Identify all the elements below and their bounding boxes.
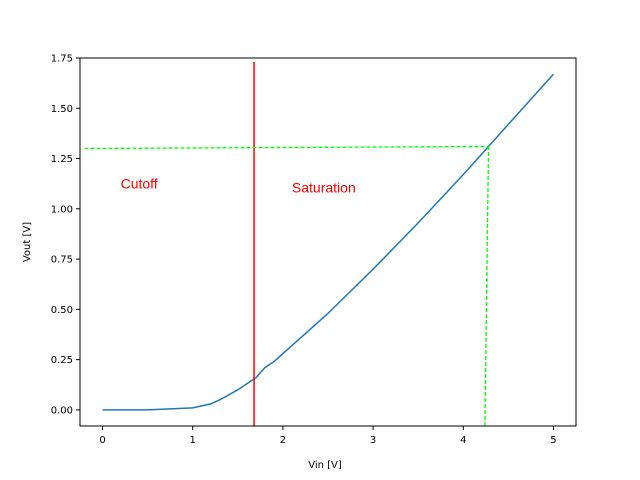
y-tick-label: 0.25 bbox=[51, 355, 73, 366]
plot-frame bbox=[79, 57, 577, 427]
x-axis-label: Vin [V] bbox=[308, 460, 342, 471]
x-tick-label: 3 bbox=[370, 435, 376, 446]
series-line-0 bbox=[102, 73, 555, 411]
y-tick-label: 0.50 bbox=[51, 305, 73, 316]
y-tick-label: 1.25 bbox=[51, 154, 73, 165]
x-tick-label: 1 bbox=[190, 435, 196, 446]
y-tick-label: 1.00 bbox=[51, 204, 73, 215]
x-tick-label: 4 bbox=[460, 435, 466, 446]
x-tick-label: 5 bbox=[550, 435, 556, 446]
guide-line-horizontal bbox=[84, 145, 489, 150]
plot-layer: Cutoff Saturation bbox=[84, 62, 555, 427]
y-tick-label: 1.75 bbox=[51, 54, 73, 65]
annotation-label-0: Cutoff bbox=[121, 176, 158, 192]
y-axis-ticks: 0.00 0.25 0.50 0.75 1.00 1.25 1.50 1.75 bbox=[51, 54, 80, 416]
x-axis-ticks: 0 1 2 3 4 5 bbox=[99, 426, 557, 446]
annotation-label-1: Saturation bbox=[292, 180, 356, 196]
x-tick-label: 0 bbox=[99, 435, 105, 446]
x-tick-label: 2 bbox=[280, 435, 286, 446]
y-tick-label: 0.75 bbox=[51, 255, 73, 266]
guide-line-vertical bbox=[484, 146, 490, 427]
y-tick-label: 1.50 bbox=[51, 104, 73, 115]
y-axis-label: Vout [V] bbox=[22, 222, 33, 262]
y-tick-label: 0.00 bbox=[51, 405, 73, 416]
